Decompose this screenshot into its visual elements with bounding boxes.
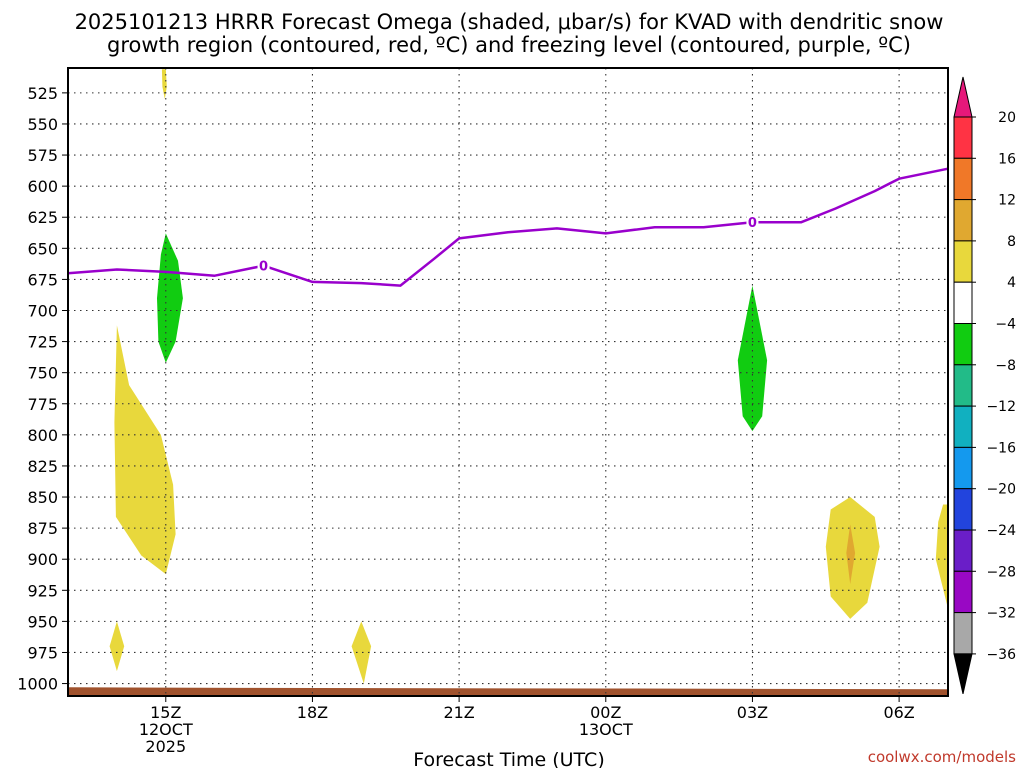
omega-region-2 <box>114 325 176 575</box>
plot-frame <box>67 67 949 697</box>
y-tick-label: 800 <box>27 426 58 445</box>
x-axis-label: Forecast Time (UTC) <box>413 749 604 768</box>
y-tick-label: 1000 <box>17 675 58 694</box>
freezing-level-label-bg <box>257 257 270 274</box>
terrain-area <box>68 687 948 696</box>
omega-region-8 <box>935 504 948 609</box>
colorbar: 20 16 12 8 4 −4 −8 −12 −16 −20 −24 −28 −32 −36 <box>953 76 1016 695</box>
colorbar-swatch <box>953 488 973 531</box>
omega-region-4 <box>351 621 372 684</box>
y-tick-label: 700 <box>27 301 58 320</box>
freezing-level-layer: 00 <box>67 167 949 287</box>
y-tick-label: 925 <box>27 581 58 600</box>
y-axis: 525 550 575 600 625 650 675 700 725 750 775 800 825 8… <box>17 84 68 694</box>
freezing-level-label: 0 <box>259 260 268 275</box>
x-tick-label: 00Z <box>590 703 621 722</box>
colorbar-tick-label: −20 <box>986 482 1016 498</box>
colorbar-swatch <box>953 281 973 325</box>
colorbar-swatch <box>953 116 973 159</box>
y-tick-label: 650 <box>27 239 58 258</box>
y-tick-label: 525 <box>27 84 58 103</box>
colorbar-tick-label: 12 <box>998 193 1016 209</box>
y-tick-label: 825 <box>27 457 58 476</box>
x-tick-label: 15Z <box>150 703 181 722</box>
colorbar-tick-label: −4 <box>995 317 1016 333</box>
x-tick-label: 2025 <box>145 737 186 756</box>
freezing-level-label-bg <box>746 214 759 231</box>
colorbar-tick-label: −12 <box>986 399 1016 415</box>
freezing-level-label: 0 <box>748 216 757 231</box>
colorbar-swatch <box>953 199 973 242</box>
y-tick-label: 850 <box>27 488 58 507</box>
omega-region-1 <box>157 233 183 363</box>
y-tick-label: 575 <box>27 146 58 165</box>
omega-region-5 <box>737 285 768 432</box>
omega-region-3 <box>109 621 125 672</box>
y-tick-label: 600 <box>27 177 58 196</box>
colorbar-swatch <box>953 240 973 283</box>
terrain-layer <box>68 687 948 696</box>
colorbar-swatch <box>953 405 973 448</box>
x-tick-label: 18Z <box>297 703 328 722</box>
y-tick-label: 675 <box>27 270 58 289</box>
y-tick-label: 725 <box>27 333 58 352</box>
colorbar-swatch <box>953 612 973 655</box>
x-tick-label: 03Z <box>737 703 768 722</box>
colorbar-bottom-arrow <box>953 653 973 695</box>
colorbar-tick-label: −24 <box>986 523 1016 539</box>
colorbar-swatch <box>953 157 973 201</box>
y-tick-label: 950 <box>27 612 58 631</box>
colorbar-swatch <box>953 446 973 490</box>
chart-title-line-1: 2025101213 HRRR Forecast Omega (shaded, … <box>75 10 944 34</box>
colorbar-tick-label: −28 <box>986 564 1016 580</box>
colorbar-tick-label: −16 <box>986 440 1016 456</box>
x-tick-label: 21Z <box>443 703 474 722</box>
colorbar-swatch <box>953 529 973 572</box>
freezing-level-line <box>67 167 949 287</box>
y-tick-label: 875 <box>27 519 58 538</box>
colorbar-tick-label: 16 <box>998 151 1016 167</box>
omega-shaded-regions <box>109 69 948 684</box>
y-tick-label: 975 <box>27 643 58 662</box>
y-tick-label: 750 <box>27 364 58 383</box>
x-tick-label: 12OCT <box>139 720 193 739</box>
colorbar-swatch <box>953 364 973 407</box>
colorbar-tick-label: 20 <box>998 110 1016 126</box>
x-tick-label: 13OCT <box>579 720 633 739</box>
watermark: coolwx.com/models <box>868 748 1016 766</box>
y-tick-label: 625 <box>27 208 58 227</box>
colorbar-tick-label: 4 <box>1007 275 1016 291</box>
omega-region-7 <box>846 524 856 585</box>
plot-gridlines <box>68 68 948 696</box>
colorbar-swatch <box>953 323 973 366</box>
colorbar-tick-label: −8 <box>995 358 1016 374</box>
colorbar-tick-label: −32 <box>986 606 1016 622</box>
chart-title-line-2: growth region (contoured, red, ºC) and f… <box>107 33 911 57</box>
y-tick-label: 775 <box>27 395 58 414</box>
colorbar-swatch <box>953 570 973 614</box>
colorbar-tick-label: −36 <box>986 647 1016 663</box>
colorbar-tick-label: 8 <box>1007 234 1016 250</box>
y-tick-label: 900 <box>27 550 58 569</box>
omega-region-0 <box>161 69 167 100</box>
y-tick-label: 550 <box>27 115 58 134</box>
x-tick-label: 06Z <box>883 703 914 722</box>
